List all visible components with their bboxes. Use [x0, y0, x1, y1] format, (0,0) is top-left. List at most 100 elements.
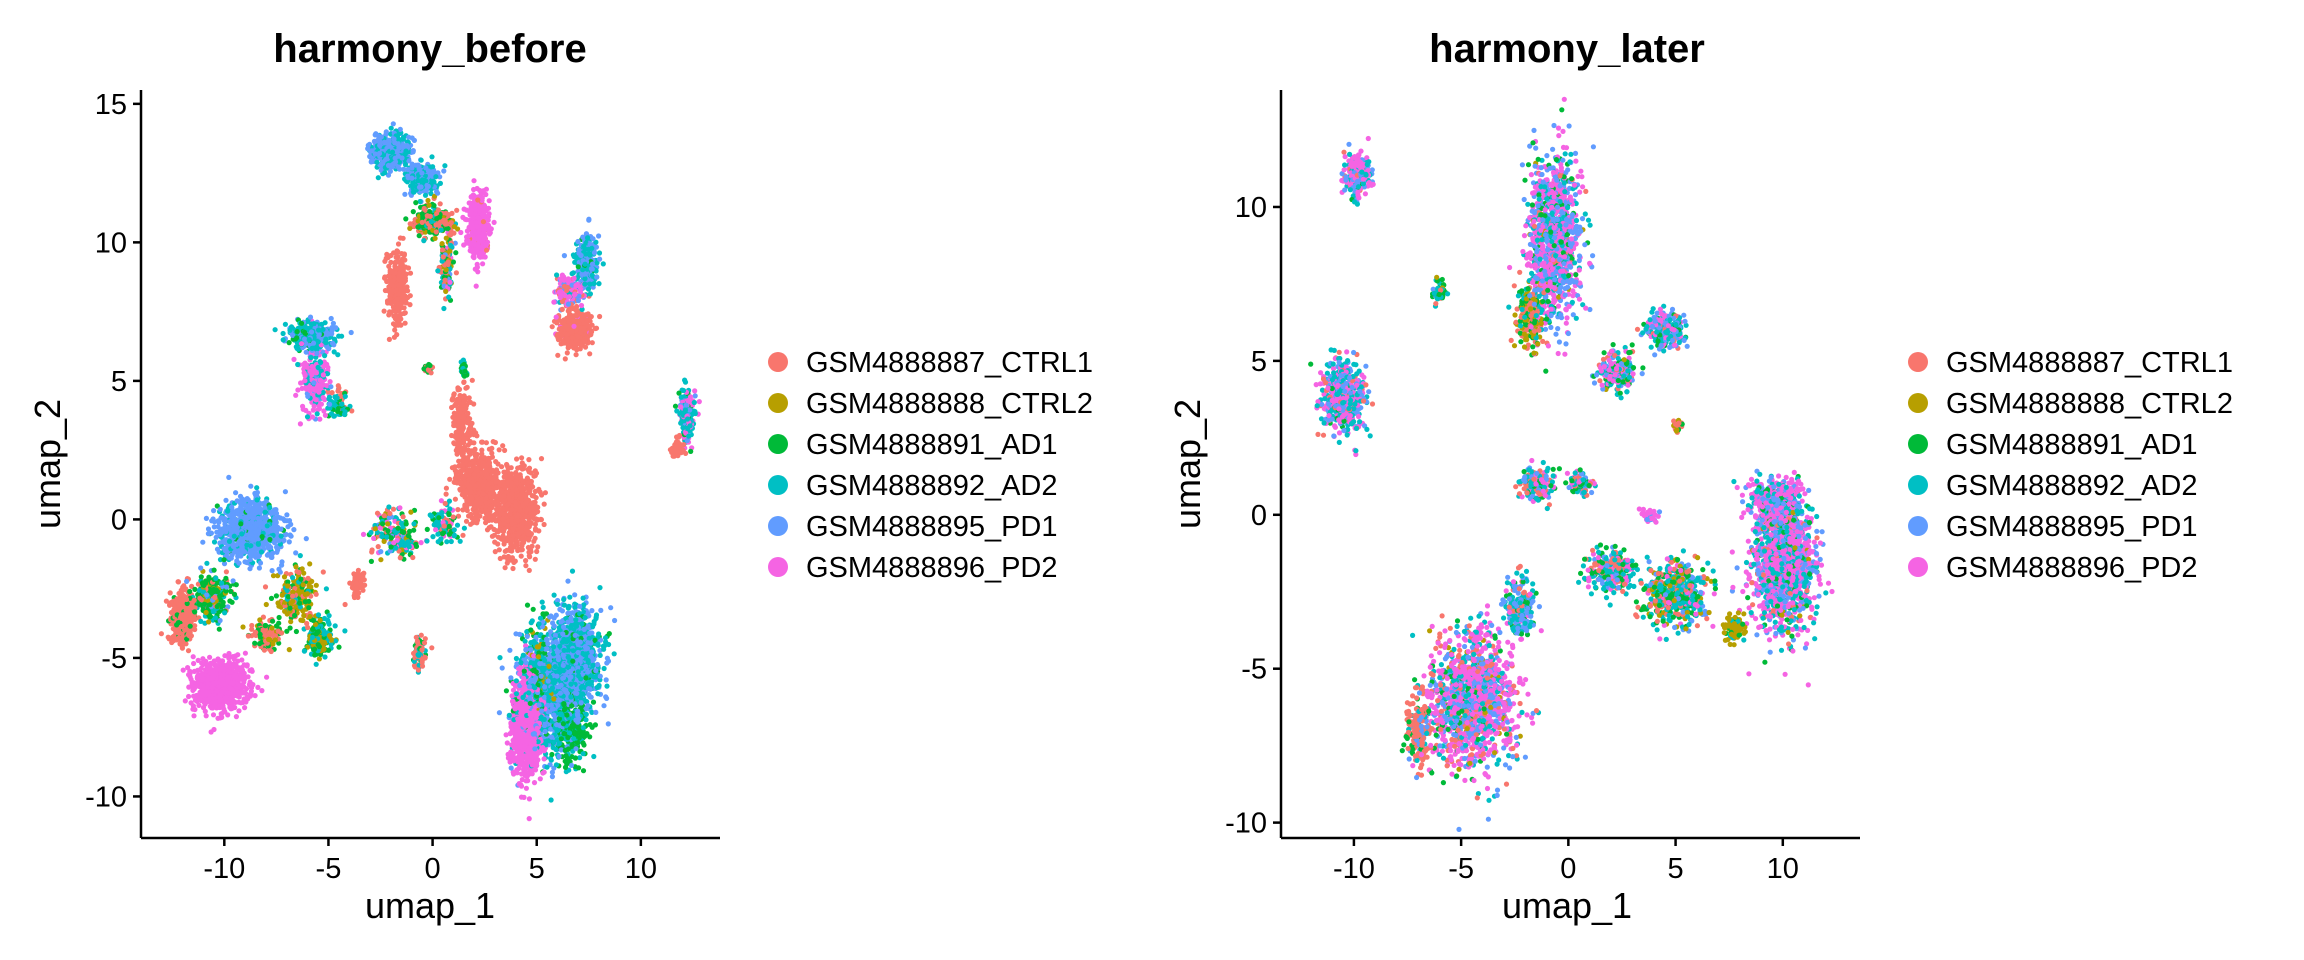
scatter-point	[551, 592, 557, 598]
scatter-point	[537, 776, 543, 782]
scatter-point	[555, 352, 561, 358]
scatter-point	[211, 508, 217, 514]
scatter-point	[233, 714, 239, 720]
scatter-point	[313, 582, 319, 588]
scatter-point	[692, 393, 698, 399]
scatter-point	[541, 521, 547, 528]
scatter-point	[208, 729, 214, 735]
scatter-point	[565, 578, 571, 584]
scatter-point	[549, 774, 556, 780]
scatter-point	[291, 527, 297, 533]
scatter-point	[598, 607, 604, 614]
scatter-point	[526, 457, 532, 463]
scatter-point	[523, 778, 529, 784]
scatter-point	[428, 190, 434, 197]
scatter-point	[378, 549, 384, 555]
scatter-point	[593, 325, 600, 331]
scatter-point	[496, 710, 502, 716]
scatter-point	[425, 197, 431, 204]
scatter-point	[454, 207, 460, 213]
scatter-point	[252, 693, 258, 699]
scatter-point	[530, 606, 536, 612]
scatter-point	[300, 403, 306, 409]
scatter-point	[418, 632, 424, 638]
scatter-point	[444, 539, 450, 545]
scatter-point	[431, 202, 437, 209]
scatter-point	[562, 356, 568, 362]
scatter-point	[418, 540, 424, 546]
scatter-point	[368, 558, 374, 565]
scatter-point	[185, 648, 192, 654]
scatter-point	[526, 567, 532, 574]
scatter-point	[316, 656, 322, 662]
scatter-point	[408, 509, 414, 515]
scatter-point	[262, 584, 269, 590]
scatter-points	[158, 121, 702, 822]
scatter-point	[264, 552, 270, 558]
scatter-point	[342, 628, 348, 634]
scatter-point	[313, 661, 319, 667]
scatter-point	[286, 340, 292, 346]
scatter-point	[554, 272, 560, 278]
scatter-point	[239, 657, 245, 663]
scatter-point	[457, 538, 463, 544]
scatter-point	[467, 511, 474, 518]
scatter-point	[286, 539, 292, 545]
scatter-point	[439, 241, 445, 247]
scatter-point	[523, 558, 529, 564]
scatter-point	[526, 816, 532, 822]
scatter-point	[314, 411, 320, 417]
scatter-point	[542, 490, 549, 496]
scatter-point	[245, 633, 251, 639]
scatter-point	[297, 553, 303, 559]
scatter-point	[233, 490, 239, 496]
scatter-point	[461, 379, 467, 385]
scatter-point	[486, 198, 492, 204]
scatter-point	[452, 496, 458, 502]
scatter-point	[392, 327, 398, 333]
scatter-point	[499, 665, 505, 671]
scatter-point	[282, 321, 288, 327]
scatter-point	[387, 168, 393, 174]
scatter-point	[453, 270, 459, 276]
scatter-point	[293, 392, 299, 398]
scatter-point	[378, 557, 384, 563]
scatter-point	[279, 559, 285, 565]
scatter-point	[293, 550, 299, 556]
scatter-point	[320, 569, 326, 575]
scatter-point	[496, 447, 502, 453]
scatter-point	[342, 601, 348, 608]
scatter-point	[535, 544, 541, 550]
scatter-point	[260, 614, 266, 620]
scatter-point	[200, 539, 206, 545]
scatter-point	[441, 168, 447, 174]
scatter-point	[223, 569, 229, 575]
scatter-point	[402, 191, 408, 197]
scatter-point	[524, 602, 531, 608]
scatter-point	[596, 281, 602, 287]
scatter-point	[286, 647, 292, 653]
scatter-point	[597, 652, 603, 659]
scatter-point	[447, 476, 453, 482]
scatter-point	[284, 512, 290, 518]
scatter-point	[580, 768, 587, 774]
scatter-point	[500, 443, 506, 449]
scatter-point	[532, 556, 538, 562]
scatter-point	[276, 614, 282, 621]
scatter-point	[596, 233, 602, 239]
scatter-point	[526, 796, 533, 802]
scatter-point	[211, 539, 218, 545]
scatter-point	[158, 631, 164, 637]
panel-title: harmony_before	[273, 27, 586, 71]
scatter-point	[348, 329, 354, 336]
scatter-point	[270, 573, 277, 579]
scatter-point	[453, 250, 459, 256]
scatter-point	[563, 769, 569, 775]
scatter-point	[242, 705, 248, 711]
scatter-point	[523, 563, 529, 569]
scatter-point	[455, 507, 461, 513]
scatter-point	[202, 708, 208, 715]
scatter-point	[167, 590, 173, 596]
